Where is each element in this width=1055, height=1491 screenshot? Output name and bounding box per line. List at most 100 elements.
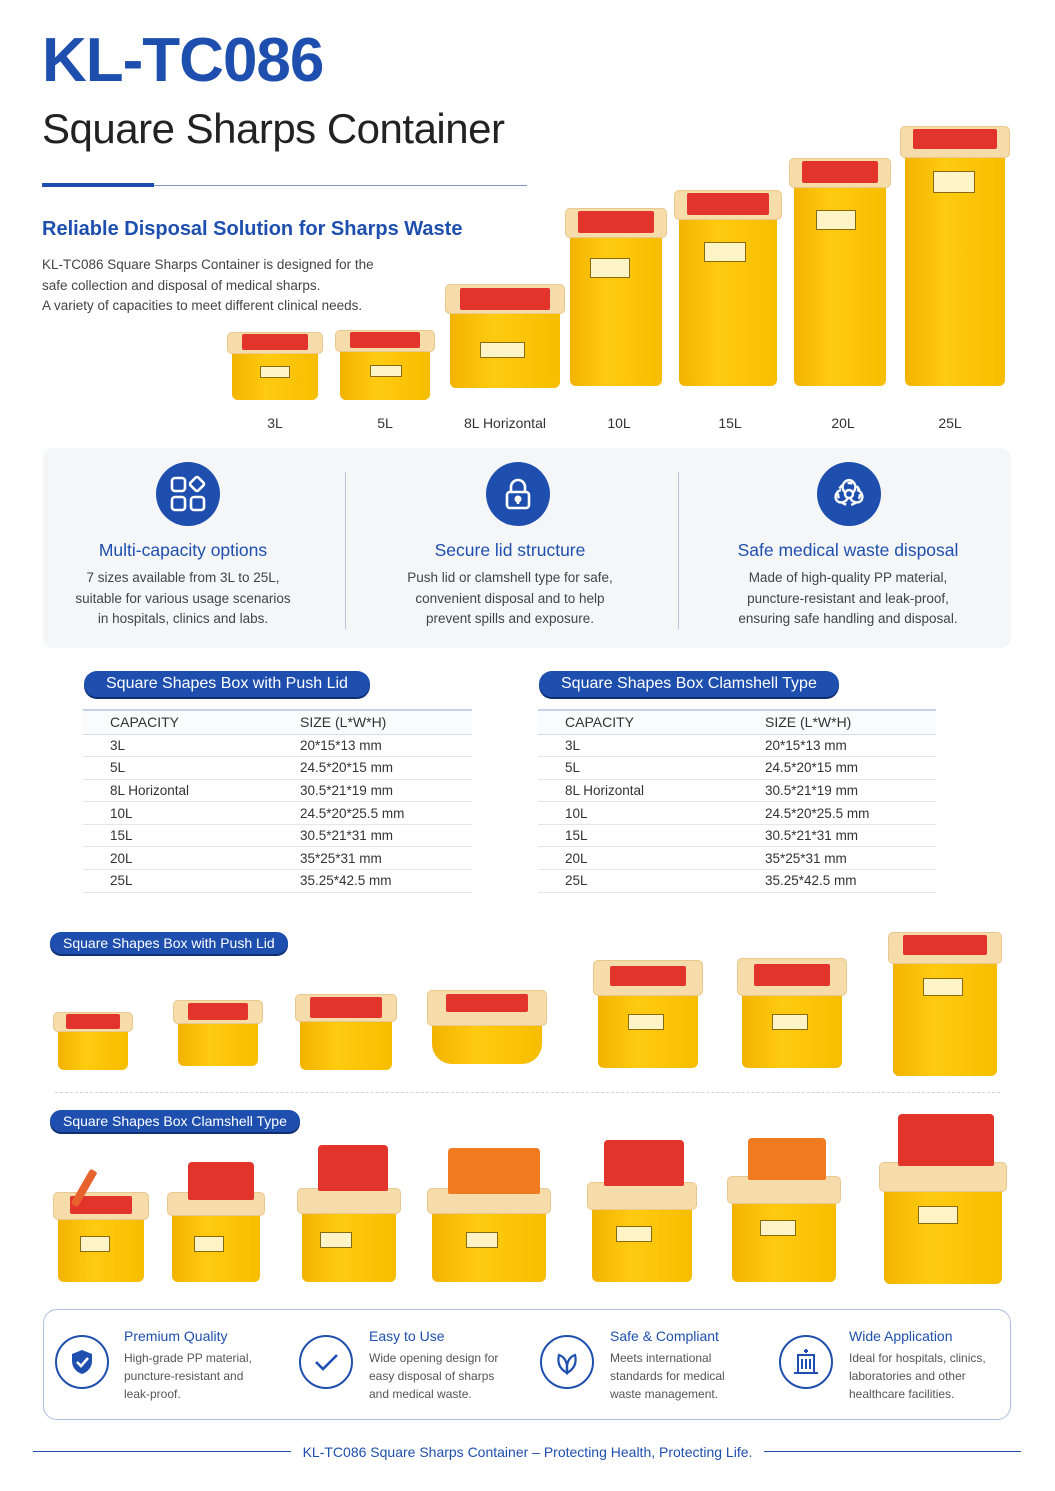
cell-size: 35.25*42.5 mm <box>273 869 472 893</box>
cell-size: 30.5*21*31 mm <box>273 824 472 848</box>
cell-capacity: 10L <box>538 801 738 825</box>
feature-line: puncture-resistant and leak-proof, <box>747 590 949 606</box>
benefit-title: Premium Quality <box>124 1328 228 1344</box>
benefit-line: and medical waste. <box>369 1387 472 1401</box>
benefit-line: laboratories and other <box>849 1369 966 1383</box>
footer-text: KL-TC086 Square Sharps Container – Prote… <box>290 1444 765 1460</box>
intro-line: KL-TC086 Square Sharps Container is desi… <box>42 257 374 272</box>
cell-size: 24.5*20*15 mm <box>273 756 472 780</box>
intro-text: KL-TC086 Square Sharps Container is desi… <box>42 255 422 317</box>
column-header: CAPACITY <box>538 709 738 735</box>
feature-title: Safe medical waste disposal <box>737 540 959 560</box>
benefit-line: Ideal for hospitals, clinics, <box>849 1351 986 1365</box>
feature-divider <box>345 472 346 629</box>
feature-divider <box>678 472 679 629</box>
cell-capacity: 25L <box>538 869 738 893</box>
clamshell-5l-image <box>167 1192 265 1282</box>
cell-capacity: 8L Horizontal <box>83 779 273 803</box>
table-row: 10L 24.5*20*25.5 mm <box>538 801 936 825</box>
benefit-line: easy disposal of sharps <box>369 1369 495 1383</box>
container-25l-image <box>900 126 1010 386</box>
clamshell-10l-image <box>587 1182 697 1282</box>
footer: KL-TC086 Square Sharps Container – Prote… <box>0 1444 1055 1460</box>
benefit-text: Meets international standards for medica… <box>610 1349 765 1403</box>
push-lid-15l-image <box>737 958 847 1068</box>
model-number: KL-TC086 <box>42 26 324 95</box>
benefit-text: High-grade PP material, puncture-resista… <box>124 1349 279 1403</box>
grid-icon <box>156 462 220 526</box>
capacity-label: 3L <box>267 415 283 431</box>
push-lid-3l-image <box>53 1012 133 1070</box>
clamshell-3l-image <box>53 1192 149 1282</box>
table-row: 15L 30.5*21*31 mm <box>83 824 472 848</box>
container-20l-image <box>789 158 891 386</box>
feature-title: Secure lid structure <box>434 540 586 560</box>
cell-size: 20*15*13 mm <box>273 734 472 758</box>
benefit-title: Easy to Use <box>369 1328 445 1344</box>
cell-capacity: 3L <box>538 734 738 758</box>
leaf-icon <box>540 1335 594 1389</box>
push-lid-8l-image <box>295 994 397 1070</box>
gallery-label-push-lid: Square Shapes Box with Push Lid <box>50 932 288 954</box>
table-row: 3L 20*15*13 mm <box>83 734 472 758</box>
benefit-line: Meets international <box>610 1351 712 1365</box>
cell-capacity: 25L <box>83 869 273 893</box>
container-15l-image <box>674 190 782 386</box>
table-row: 3L 20*15*13 mm <box>538 734 936 758</box>
table-row: 25L 35.25*42.5 mm <box>538 869 936 893</box>
feature-text: Made of high-quality PP material, punctu… <box>698 568 998 630</box>
cell-capacity: 15L <box>83 824 273 848</box>
clamshell-8l-lid <box>318 1145 388 1191</box>
cell-capacity: 5L <box>83 756 273 780</box>
clamshell-15l-lid <box>748 1138 826 1180</box>
divider <box>42 185 527 186</box>
cell-capacity: 5L <box>538 756 738 780</box>
cell-size: 24.5*20*25.5 mm <box>738 801 936 825</box>
cell-size: 24.5*20*15 mm <box>738 756 936 780</box>
cell-capacity: 8L Horizontal <box>538 779 738 803</box>
clamshell-8l-image <box>297 1188 401 1282</box>
capacity-label: 10L <box>607 415 631 431</box>
benefit-title: Wide Application <box>849 1328 953 1344</box>
cell-capacity: 20L <box>538 846 738 871</box>
benefit-line: standards for medical <box>610 1369 725 1383</box>
clamshell-8l-horizontal-lid <box>448 1148 540 1194</box>
table-row: 8L Horizontal 30.5*21*19 mm <box>538 779 936 803</box>
container-3l-image <box>227 332 323 400</box>
table-header-row: CAPACITY SIZE (L*W*H) <box>538 709 936 735</box>
cell-capacity: 10L <box>83 801 273 825</box>
table-row: 20L 35*25*31 mm <box>83 846 472 871</box>
push-lid-10l-image <box>593 960 703 1068</box>
capacity-label: 8L Horizontal <box>464 415 546 431</box>
cell-size: 35*25*31 mm <box>273 846 472 871</box>
clamshell-10l-lid <box>604 1140 684 1186</box>
spec-table-push-lid: CAPACITY SIZE (L*W*H) 3L 20*15*13 mm 5L 24… <box>83 709 472 893</box>
benefit-panel <box>43 1309 1011 1420</box>
column-header: CAPACITY <box>83 709 273 735</box>
capacity-label: 20L <box>831 415 855 431</box>
feature-line: ensuring safe handling and disposal. <box>738 611 958 626</box>
cell-size: 20*15*13 mm <box>738 734 936 758</box>
benefit-line: waste management. <box>610 1387 719 1401</box>
intro-line: safe collection and disposal of medical … <box>42 277 321 293</box>
table-row: 8L Horizontal 30.5*21*19 mm <box>83 779 472 803</box>
feature-line: in hospitals, clinics and labs. <box>97 611 269 626</box>
feature-line: prevent spills and exposure. <box>425 611 595 626</box>
benefit-text: Ideal for hospitals, clinics, laboratori… <box>849 1349 1004 1403</box>
feature-title: Multi-capacity options <box>98 540 268 560</box>
clamshell-15l-image <box>727 1176 841 1282</box>
container-5l-image <box>335 330 435 400</box>
divider-accent <box>42 183 154 187</box>
column-header: SIZE (L*W*H) <box>273 709 472 735</box>
benefit-line: Wide opening design for <box>369 1351 499 1365</box>
benefit-line: puncture-resistant and <box>124 1369 244 1383</box>
cell-size: 30.5*21*31 mm <box>738 824 936 848</box>
lock-icon <box>486 462 550 526</box>
cell-size: 30.5*21*19 mm <box>273 779 472 803</box>
feature-text: 7 sizes available from 3L to 25L, suitab… <box>33 568 333 630</box>
clamshell-5l-lid <box>188 1162 254 1200</box>
feature-text: Push lid or clamshell type for safe, con… <box>360 568 660 630</box>
biohazard-icon <box>817 462 881 526</box>
benefit-line: leak-proof. <box>124 1387 181 1401</box>
cell-size: 30.5*21*19 mm <box>738 779 936 803</box>
